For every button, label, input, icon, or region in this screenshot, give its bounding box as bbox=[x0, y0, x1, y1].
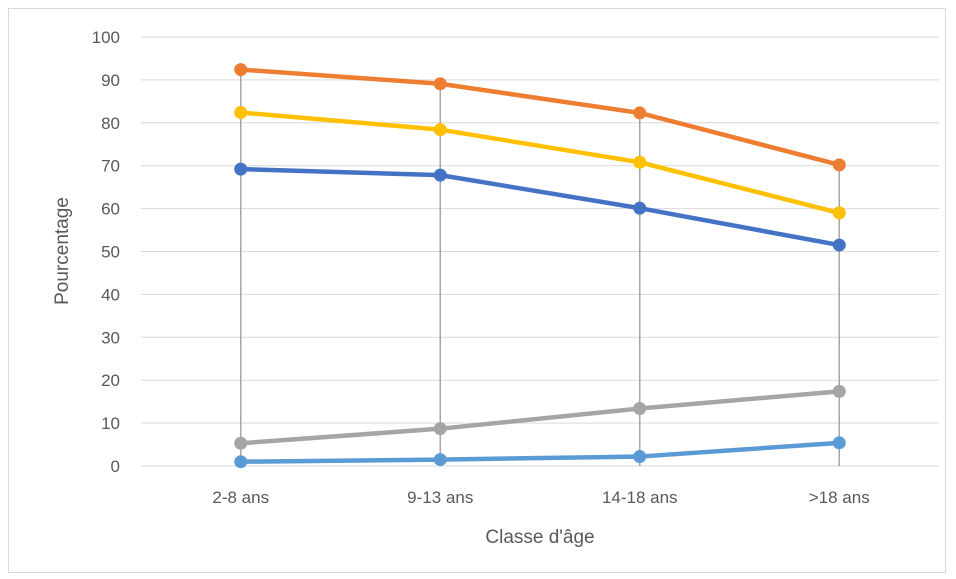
data-point bbox=[433, 77, 447, 91]
series-4 bbox=[234, 436, 846, 469]
data-point bbox=[832, 238, 846, 252]
series-line-1 bbox=[238, 110, 842, 216]
data-point bbox=[832, 158, 846, 172]
series-line-4 bbox=[238, 440, 842, 464]
y-tick-label: 100 bbox=[92, 28, 120, 47]
data-point bbox=[234, 63, 248, 77]
y-tick-label: 50 bbox=[101, 243, 120, 262]
y-axis-title: Pourcentage bbox=[52, 197, 73, 305]
data-point bbox=[633, 402, 647, 416]
y-tick-label: 30 bbox=[101, 328, 120, 347]
x-tick-label: 9-13 ans bbox=[407, 488, 473, 507]
data-point bbox=[234, 455, 248, 469]
x-axis-title: Classe d'âge bbox=[485, 527, 594, 548]
data-point bbox=[633, 450, 647, 464]
series-0 bbox=[234, 63, 846, 172]
x-tick-label: 2-8 ans bbox=[212, 488, 269, 507]
data-point bbox=[633, 106, 647, 120]
x-tick-label: >18 ans bbox=[809, 488, 870, 507]
series-line-0 bbox=[238, 67, 842, 168]
data-point bbox=[234, 436, 248, 450]
data-point bbox=[433, 123, 447, 137]
gridlines bbox=[141, 36, 939, 467]
data-point bbox=[234, 162, 248, 176]
series-1 bbox=[234, 106, 846, 220]
y-tick-label: 60 bbox=[101, 200, 120, 219]
y-tick-label: 10 bbox=[101, 414, 120, 433]
x-tick-label: 14-18 ans bbox=[602, 488, 678, 507]
data-point bbox=[433, 168, 447, 182]
data-point bbox=[633, 201, 647, 215]
drop-lines bbox=[240, 69, 840, 466]
x-axis-ticks: 2-8 ans 9-13 ans 14-18 ans >18 ans bbox=[212, 488, 869, 507]
series-2 bbox=[234, 162, 846, 252]
y-axis-ticks: 0 10 20 30 40 50 60 70 80 90 100 bbox=[92, 28, 120, 476]
y-tick-label: 20 bbox=[101, 371, 120, 390]
y-tick-label: 40 bbox=[101, 285, 120, 304]
data-point bbox=[433, 422, 447, 436]
data-point bbox=[832, 206, 846, 220]
data-point bbox=[832, 436, 846, 450]
y-tick-label: 90 bbox=[101, 71, 120, 90]
y-tick-label: 0 bbox=[111, 457, 120, 476]
y-tick-label: 80 bbox=[101, 114, 120, 133]
data-point bbox=[234, 106, 248, 120]
data-point bbox=[633, 155, 647, 169]
data-point bbox=[832, 384, 846, 398]
y-tick-label: 70 bbox=[101, 157, 120, 176]
series-line-3 bbox=[238, 389, 842, 446]
series-line-2 bbox=[238, 166, 842, 248]
series-3 bbox=[234, 384, 846, 450]
series-group bbox=[234, 63, 846, 469]
chart-frame bbox=[8, 8, 946, 573]
data-point bbox=[433, 453, 447, 467]
